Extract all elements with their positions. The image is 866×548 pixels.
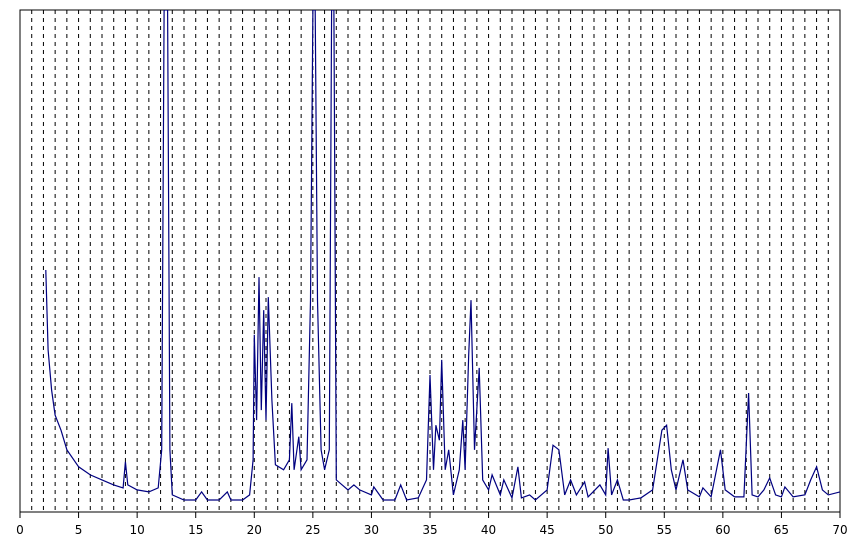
x-tick-label: 60: [715, 523, 730, 537]
x-tick-label: 50: [598, 523, 613, 537]
x-tick-label: 35: [422, 523, 437, 537]
x-tick-label: 0: [16, 523, 24, 537]
x-tick-label: 5: [75, 523, 83, 537]
x-tick-label: 65: [774, 523, 789, 537]
data-line: [45, 10, 840, 501]
x-tick-label: 45: [540, 523, 555, 537]
x-tick-label: 55: [657, 523, 672, 537]
x-tick-label: 40: [481, 523, 496, 537]
x-tick-label: 30: [364, 523, 379, 537]
x-tick-label: 10: [130, 523, 145, 537]
x-tick-label: 15: [188, 523, 203, 537]
x-tick-label: 20: [247, 523, 262, 537]
x-tick-label: 70: [832, 523, 847, 537]
x-tick-label: 25: [305, 523, 320, 537]
